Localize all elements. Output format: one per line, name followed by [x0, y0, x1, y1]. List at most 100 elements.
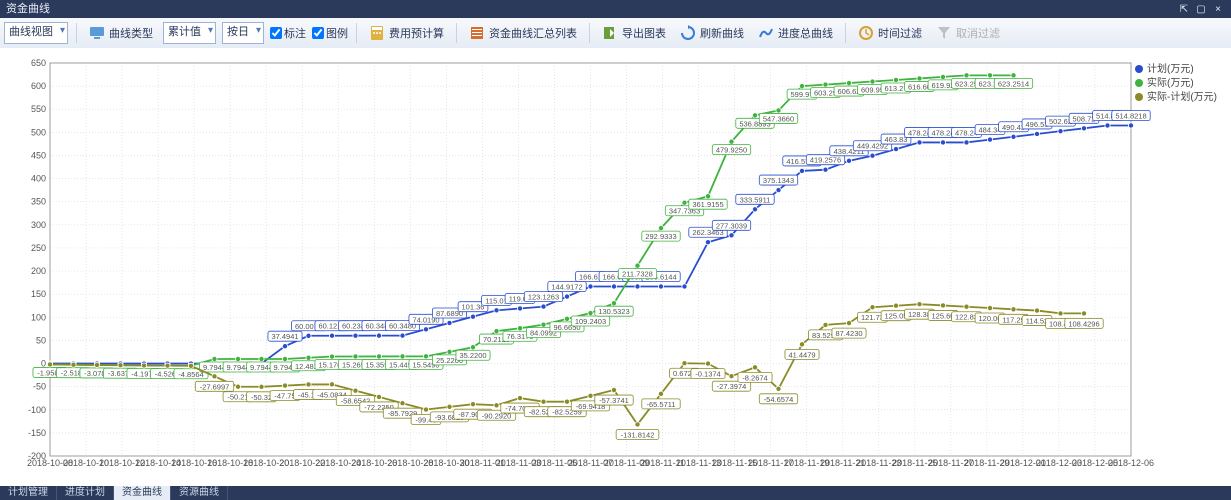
svg-text:115.01: 115.01	[485, 296, 507, 305]
svg-text:87.4230: 87.4230	[835, 329, 862, 338]
combo-by-day[interactable]: 按日	[222, 22, 264, 44]
svg-text:600: 600	[31, 81, 46, 91]
svg-text:120.06: 120.06	[979, 314, 1002, 323]
svg-text:616.60: 616.60	[908, 82, 931, 91]
svg-text:实际(万元): 实际(万元)	[1147, 76, 1194, 89]
combo-cumulative[interactable]: 累计值	[163, 22, 216, 44]
svg-text:623.2514: 623.2514	[998, 79, 1029, 88]
svg-text:-8.2674: -8.2674	[742, 373, 767, 382]
chk-legend[interactable]: 图例	[312, 25, 348, 41]
svg-text:479.9250: 479.9250	[716, 146, 747, 155]
svg-text:277.3039: 277.3039	[716, 221, 747, 230]
chart-area: -200-150-100-500501001502002503003504004…	[0, 48, 1231, 486]
tab-0[interactable]: 计划管理	[0, 486, 57, 500]
progress-icon	[758, 25, 774, 41]
svg-text:121.73: 121.73	[861, 313, 884, 322]
svg-text:-27.3974: -27.3974	[717, 382, 747, 391]
btn-cancel-filter[interactable]: 取消过滤	[932, 23, 1004, 43]
svg-text:547.3660: 547.3660	[763, 114, 794, 123]
chart-svg: -200-150-100-500501001502002503003504004…	[0, 48, 1231, 486]
btn-progress-curve[interactable]: 进度总曲线	[754, 23, 837, 43]
clock-icon	[858, 25, 874, 41]
svg-text:599.97: 599.97	[791, 90, 814, 99]
window-controls: ⇱ ▢ ×	[1177, 0, 1225, 19]
tab-3[interactable]: 资源曲线	[171, 486, 228, 500]
svg-text:128.38: 128.38	[908, 310, 931, 319]
window-titlebar: 资金曲线 ⇱ ▢ ×	[0, 0, 1231, 18]
svg-text:609.95: 609.95	[861, 86, 884, 95]
svg-text:-47.75: -47.75	[274, 392, 295, 401]
svg-text:-54.6574: -54.6574	[764, 395, 794, 404]
svg-text:478.24: 478.24	[908, 128, 931, 137]
svg-text:-27.6997: -27.6997	[200, 382, 230, 391]
svg-text:300: 300	[31, 220, 46, 230]
btn-summary[interactable]: 资金曲线汇总列表	[465, 23, 581, 43]
btn-budget[interactable]: 费用预计算	[365, 23, 448, 43]
svg-text:50: 50	[36, 335, 46, 345]
svg-text:650: 650	[31, 58, 46, 68]
svg-text:41.4479: 41.4479	[788, 350, 815, 359]
svg-text:100: 100	[31, 312, 46, 322]
svg-text:463.83: 463.83	[885, 135, 908, 144]
svg-text:-57.3741: -57.3741	[599, 396, 629, 405]
svg-text:-150: -150	[28, 428, 46, 438]
refresh-icon	[680, 25, 696, 41]
chk-label[interactable]: 标注	[270, 25, 306, 41]
svg-text:108.4296: 108.4296	[1068, 319, 1099, 328]
tab-2[interactable]: 资金曲线	[114, 486, 171, 500]
svg-text:101.36: 101.36	[462, 303, 485, 312]
svg-text:333.5911: 333.5911	[740, 195, 771, 204]
close-icon[interactable]: ×	[1211, 1, 1225, 19]
svg-text:35.2200: 35.2200	[459, 351, 486, 360]
svg-text:109.2403: 109.2403	[575, 317, 606, 326]
btn-curve-type[interactable]: 曲线类型	[85, 23, 157, 43]
svg-text:211.7328: 211.7328	[622, 270, 653, 279]
svg-text:实际-计划(万元): 实际-计划(万元)	[1147, 90, 1217, 103]
svg-text:478.24: 478.24	[932, 128, 955, 137]
svg-text:603.29: 603.29	[814, 89, 837, 98]
svg-text:-50.32: -50.32	[251, 393, 272, 402]
svg-text:514.8218: 514.8218	[1115, 112, 1146, 121]
toolbar: 曲线视图 曲线类型 累计值 按日 标注 图例 费用预计算 资金曲线汇总列表 导出…	[0, 18, 1231, 49]
btn-export[interactable]: 导出图表	[598, 23, 670, 43]
chk-legend-box[interactable]	[312, 27, 324, 39]
svg-text:250: 250	[31, 243, 46, 253]
svg-text:478.24: 478.24	[955, 128, 978, 137]
funnel-icon	[936, 25, 952, 41]
svg-text:-100: -100	[28, 405, 46, 415]
svg-text:500: 500	[31, 127, 46, 137]
svg-text:400: 400	[31, 174, 46, 184]
svg-text:419.2576: 419.2576	[810, 156, 841, 165]
svg-text:502.62: 502.62	[1049, 117, 1072, 126]
svg-text:117.29: 117.29	[1002, 315, 1024, 324]
btn-time-filter[interactable]: 时间过滤	[854, 23, 926, 43]
svg-text:37.4941: 37.4941	[271, 332, 298, 341]
svg-text:350: 350	[31, 197, 46, 207]
svg-text:484.34: 484.34	[979, 126, 1002, 135]
svg-text:623.25: 623.25	[955, 79, 978, 88]
restore-icon[interactable]: ▢	[1194, 1, 1208, 19]
svg-text:0: 0	[41, 359, 46, 369]
svg-text:130.5323: 130.5323	[598, 307, 629, 316]
combo-curve-view[interactable]: 曲线视图	[4, 22, 68, 44]
svg-text:166.61: 166.61	[579, 272, 602, 281]
svg-text:9.7944: 9.7944	[227, 363, 250, 372]
pin-icon[interactable]: ⇱	[1177, 1, 1191, 19]
svg-text:550: 550	[31, 104, 46, 114]
svg-text:496.53: 496.53	[1026, 120, 1049, 129]
btn-refresh[interactable]: 刷新曲线	[676, 23, 748, 43]
chk-label-box[interactable]	[270, 27, 282, 39]
svg-text:606.62: 606.62	[838, 87, 861, 96]
tab-1[interactable]: 进度计划	[57, 486, 114, 500]
svg-text:122.83: 122.83	[955, 313, 978, 322]
svg-text:-50: -50	[33, 382, 46, 392]
svg-text:-50.21: -50.21	[227, 393, 248, 402]
svg-text:-0.1374: -0.1374	[695, 370, 720, 379]
svg-text:144.9172: 144.9172	[551, 283, 582, 292]
svg-text:123.1263: 123.1263	[528, 293, 559, 302]
monitor-icon	[89, 25, 105, 41]
list-icon	[469, 25, 485, 41]
svg-text:125.05: 125.05	[885, 312, 908, 321]
svg-text:9.7944: 9.7944	[250, 363, 273, 372]
svg-text:450: 450	[31, 150, 46, 160]
